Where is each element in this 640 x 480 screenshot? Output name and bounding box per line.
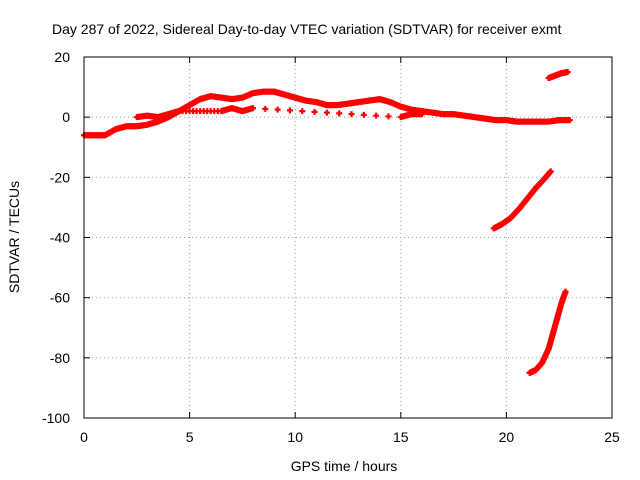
data-point [311,108,318,115]
grid [84,57,612,418]
y-tick-label: 0 [62,109,70,125]
data-point [323,109,330,116]
x-tick-label: 10 [287,429,303,445]
series-main-trace [81,88,573,139]
data-point [286,107,293,114]
x-tick-label: 0 [80,429,88,445]
x-tick-label: 15 [393,429,409,445]
data-point [262,105,269,112]
data-point [274,106,281,113]
x-tick-label: 5 [186,429,194,445]
data-point [348,111,355,118]
data-point [299,108,306,115]
data-point [249,105,256,112]
axis-ticks: 0 5 10 15 20 25 -100 -80 -60 -40 -20 0 20 [42,49,620,445]
data-point [566,117,573,124]
x-axis-label: GPS time / hours [291,458,398,474]
series-upper-right-arc [545,69,571,82]
y-tick-label: -20 [50,169,70,185]
data-point [373,112,380,119]
data-point [336,110,343,117]
data-point [418,111,425,118]
chart-title: Day 287 of 2022, Sidereal Day-to-day VTE… [52,21,561,37]
y-tick-label: 20 [54,49,70,65]
data-point [562,288,569,295]
y-tick-label: -60 [50,290,70,306]
data-point [360,111,367,118]
data-point [547,168,554,175]
series-lower-right-arc [526,288,569,376]
data-point [564,69,571,76]
y-tick-label: -100 [42,410,70,426]
x-tick-label: 25 [604,429,620,445]
data-point [385,113,392,120]
series-middle-right-arc [490,168,554,232]
y-axis-label: SDTVAR / TECUs [6,181,22,293]
data-points [81,69,573,376]
x-tick-label: 20 [499,429,515,445]
y-tick-label: -80 [50,350,70,366]
y-tick-label: -40 [50,230,70,246]
series-secondary-trace [133,105,425,121]
